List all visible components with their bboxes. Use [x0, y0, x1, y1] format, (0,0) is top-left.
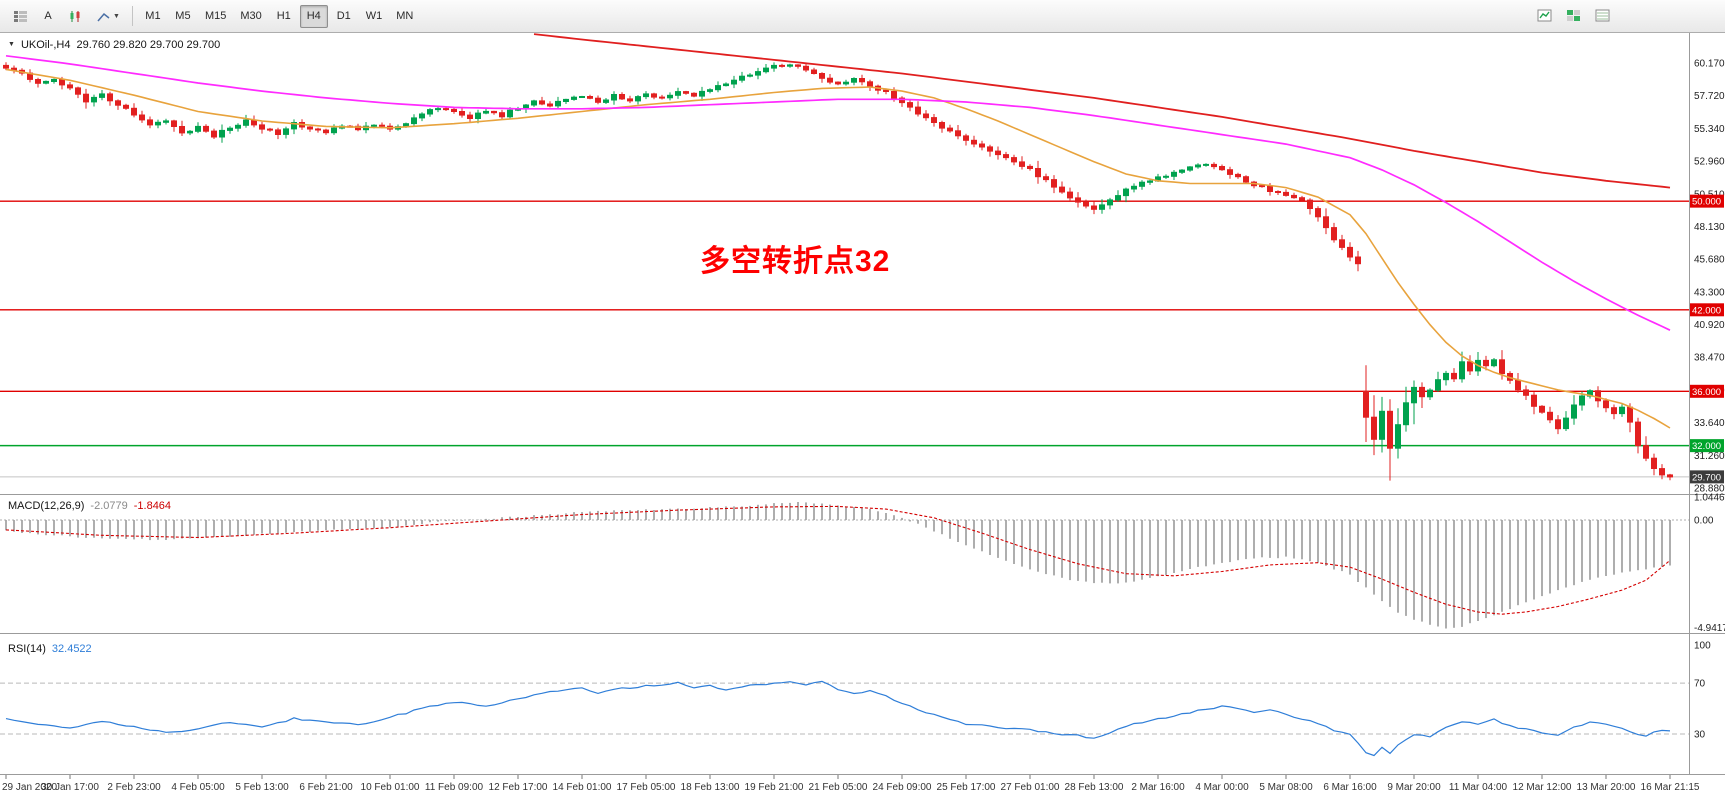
price-level-tag	[1690, 194, 1724, 208]
new-chart-icon	[1537, 9, 1552, 22]
time-axis-label: 29 Jan 2020	[2, 782, 57, 793]
time-axis-label: 27 Feb 01:00	[1001, 782, 1060, 793]
time-axis-label: 4 Feb 05:00	[171, 782, 225, 793]
rsi-axis-label: 100	[1694, 641, 1711, 652]
time-axis-label: 4 Mar 00:00	[1195, 782, 1249, 793]
price-axis-label: 31.260	[1694, 451, 1725, 462]
chart-mode-button[interactable]	[62, 5, 89, 28]
chart-canvas[interactable]: 60.17057.72055.34052.96050.51048.13045.6…	[0, 33, 1725, 797]
svg-text:29.700: 29.700	[1692, 472, 1721, 483]
time-axis-label: 19 Feb 21:00	[745, 782, 804, 793]
time-axis-label: 14 Feb 01:00	[553, 782, 612, 793]
horizontal-level-lines[interactable]	[0, 200, 1689, 447]
time-axis-label: 2 Feb 23:00	[107, 782, 161, 793]
timeframe-h4-button[interactable]: H4	[299, 4, 328, 28]
main-price-panel	[0, 33, 1689, 481]
profiles-button[interactable]	[1560, 4, 1587, 27]
data-window-icon	[1595, 9, 1610, 22]
svg-text:32.000: 32.000	[1692, 441, 1721, 452]
price-axis-label: 28.880	[1694, 483, 1725, 494]
time-axis-label: 2 Mar 16:00	[1131, 782, 1185, 793]
price-axis-label: 52.960	[1694, 157, 1725, 168]
time-axis-label: 11 Mar 04:00	[1449, 782, 1508, 793]
price-axis-label: 38.470	[1694, 353, 1725, 364]
time-axis-label: 18 Feb 13:00	[681, 782, 740, 793]
market-watch-icon	[14, 10, 27, 22]
price-axis-label: 55.340	[1694, 124, 1725, 135]
time-axis-label: 5 Feb 13:00	[235, 782, 289, 793]
text-tool-button[interactable]: A	[36, 5, 60, 28]
time-axis-label: 24 Feb 09:00	[873, 782, 932, 793]
macd-panel	[0, 502, 1689, 629]
time-axis-label: 12 Mar 12:00	[1513, 782, 1572, 793]
time-axis-label: 21 Feb 05:00	[809, 782, 868, 793]
svg-text:42.000: 42.000	[1692, 305, 1721, 316]
rsi-line	[5, 680, 1671, 757]
svg-text:36.000: 36.000	[1692, 387, 1721, 398]
svg-text:50.000: 50.000	[1692, 197, 1721, 208]
time-axis-label: 13 Mar 20:00	[1577, 782, 1636, 793]
rsi-panel	[0, 680, 1689, 757]
toolbar-separator	[131, 6, 133, 26]
time-axis-label: 11 Feb 09:00	[425, 782, 484, 793]
time-axis-label: 5 Mar 08:00	[1259, 782, 1313, 793]
profiles-icon	[1567, 10, 1580, 21]
price-axis-label: 60.170	[1694, 59, 1725, 70]
line-studies-dropdown-button[interactable]: ▼	[91, 5, 126, 28]
time-axis-label: 28 Feb 13:00	[1065, 782, 1124, 793]
time-axis-label: 25 Feb 17:00	[937, 782, 996, 793]
time-axis-label: 9 Mar 20:00	[1387, 782, 1441, 793]
timeframe-m1-button[interactable]: M1	[139, 5, 167, 28]
ma-fast-orange-line	[5, 68, 1671, 429]
timeframe-m15-button[interactable]: M15	[199, 5, 232, 28]
time-axis-label: 12 Feb 17:00	[489, 782, 548, 793]
timeframe-mn-button[interactable]: MN	[390, 5, 419, 28]
text-tool-label: A	[44, 10, 52, 22]
rsi-axis-label: 30	[1694, 729, 1706, 740]
time-axis-label: 10 Feb 01:00	[361, 782, 420, 793]
price-level-tag	[1690, 439, 1724, 453]
timeframe-h1-button[interactable]: H1	[270, 5, 298, 28]
price-axis-label: 48.130	[1694, 222, 1725, 233]
toolbar-right-group	[1530, 4, 1617, 27]
market-watch-button[interactable]	[7, 5, 34, 28]
price-axis-label: 33.640	[1694, 418, 1725, 429]
macd-axis-label: 0.00	[1694, 516, 1714, 527]
toolbar: A ▼ M1 M5 M15 M30 H1 H4 D1 W1 MN	[0, 0, 1725, 33]
price-axis-label: 57.720	[1694, 91, 1725, 102]
macd-axis-label: 1.0446	[1694, 493, 1725, 504]
time-axis-label: 30 Jan 17:00	[41, 782, 99, 793]
ma-slow-red-line	[533, 33, 1671, 189]
price-scale[interactable]: 60.17057.72055.34052.96050.51048.13045.6…	[1690, 59, 1725, 741]
timeframe-m5-button[interactable]: M5	[169, 5, 197, 28]
macd-axis-label: -4.9417	[1694, 623, 1725, 634]
timeframe-m30-button[interactable]: M30	[234, 5, 267, 28]
line-studies-icon	[97, 12, 110, 21]
chevron-down-icon: ▼	[113, 12, 120, 20]
time-axis-label: 6 Feb 21:00	[299, 782, 353, 793]
time-axis-label: 16 Mar 21:15	[1641, 782, 1700, 793]
time-axis-label: 6 Mar 16:00	[1323, 782, 1377, 793]
price-axis-label: 43.300	[1694, 287, 1725, 298]
candlestick-chart-icon	[70, 10, 80, 22]
time-axis-label: 17 Feb 05:00	[617, 782, 676, 793]
chart-text-annotation: 多空转折点32	[700, 245, 891, 278]
price-level-tag	[1690, 303, 1724, 317]
timeframe-d1-button[interactable]: D1	[330, 5, 358, 28]
price-axis-label: 40.920	[1694, 320, 1725, 331]
ma-mid-magenta-line	[5, 54, 1671, 331]
timeframe-w1-button[interactable]: W1	[360, 5, 389, 28]
rsi-axis-label: 70	[1694, 679, 1706, 690]
data-window-button[interactable]	[1589, 4, 1616, 27]
macd-histogram	[5, 502, 1671, 629]
price-level-tag	[1690, 384, 1724, 398]
current-price-tag	[1690, 470, 1724, 484]
new-chart-button[interactable]	[1531, 4, 1558, 27]
price-axis-label: 45.680	[1694, 255, 1725, 266]
macd-signal-line	[5, 505, 1671, 615]
